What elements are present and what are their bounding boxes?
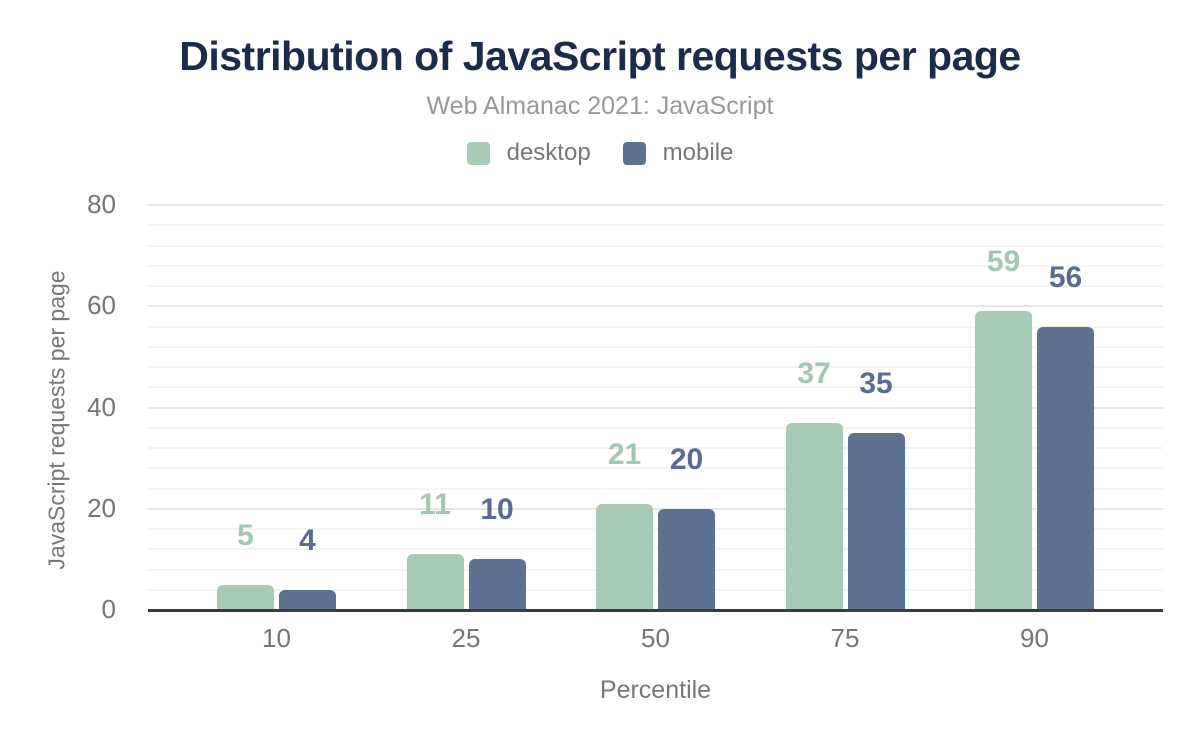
legend-label-mobile: mobile (662, 139, 734, 166)
bar-value-label: 37 (797, 356, 831, 390)
gridline-minor (148, 588, 1163, 591)
gridline-major (148, 406, 1163, 409)
legend-item-mobile: mobile (622, 139, 734, 167)
x-axis-line (148, 609, 1163, 612)
x-axis-title: Percentile (599, 676, 712, 704)
gridline-minor (148, 224, 1163, 227)
legend-swatch-desktop (466, 141, 490, 165)
legend-label-desktop: desktop (506, 139, 591, 166)
x-tick-label: 90 (1020, 623, 1049, 653)
gridline-minor (148, 467, 1163, 470)
gridline-major (148, 204, 1163, 206)
gridline-minor (148, 366, 1163, 368)
y-tick-label: 20 (87, 492, 116, 523)
bar-group-10: 5 4 10 (217, 205, 336, 653)
y-tick-label: 0 (101, 594, 116, 624)
bar-value-label: 11 (419, 488, 451, 522)
x-tick-label: 75 (830, 623, 860, 653)
bar-group-25: 11 10 25 (406, 205, 526, 653)
x-tick-label: 25 (451, 623, 481, 653)
x-tick-label: 10 (262, 623, 291, 653)
bar-value-label: 4 (299, 523, 316, 557)
gridline-minor (148, 487, 1163, 490)
gridline-minor (148, 447, 1163, 449)
bar-groups: 5 4 10 11 10 25 21 20 50 37 35 75 59 56 90 (148, 205, 1163, 653)
gridline-minor (148, 285, 1163, 287)
bar-group-75: 37 35 75 (785, 205, 905, 653)
bar-mobile-p50 (658, 508, 715, 610)
bar-desktop-p75 (785, 422, 843, 610)
bar-desktop-p90 (975, 311, 1032, 610)
bar-mobile-p10 (279, 589, 336, 610)
gridline-minor (148, 568, 1163, 571)
y-axis-labels: 0 20 40 60 80 (0, 191, 132, 622)
y-tick-label: 80 (87, 189, 116, 219)
bar-value-label: 20 (669, 442, 704, 476)
legend: desktop mobile (0, 139, 1200, 167)
gridline-minor (148, 264, 1163, 267)
bar-value-label: 21 (607, 437, 642, 471)
gridline-major (148, 305, 1163, 308)
legend-swatch-mobile (622, 141, 646, 165)
bar-mobile-p75 (847, 432, 905, 610)
bar-desktop-p50 (596, 503, 653, 610)
bar-desktop-p10 (217, 584, 274, 610)
gridline-major (148, 507, 1163, 510)
bar-mobile-p90 (1037, 326, 1094, 610)
bar-group-90: 59 56 90 (975, 205, 1094, 653)
bar-value-label: 10 (480, 493, 514, 527)
bar-value-label: 35 (859, 366, 893, 400)
x-tick-label: 50 (641, 623, 670, 653)
gridline-minor (148, 386, 1163, 389)
gridline-minor (148, 325, 1163, 328)
bar-value-label: 59 (986, 245, 1021, 279)
bar-mobile-p25 (468, 559, 526, 610)
gridline-minor (148, 244, 1163, 247)
gridline-minor (148, 345, 1163, 348)
y-tick-label: 40 (87, 391, 116, 422)
gridline-minor (148, 426, 1163, 429)
y-tick-label: 60 (87, 290, 116, 321)
bar-value-label: 56 (1048, 260, 1083, 294)
bar-value-label: 5 (237, 518, 254, 552)
legend-item-desktop: desktop (466, 139, 591, 167)
bar-desktop-p25 (406, 554, 464, 610)
chart-title: Distribution of JavaScript requests per … (179, 33, 1021, 79)
plot-area: 5 4 10 11 10 25 21 20 50 37 35 75 59 56 90 (148, 204, 1163, 653)
bar-group-50: 21 20 50 (596, 205, 715, 653)
chart-subtitle: Web Almanac 2021: JavaScript (426, 92, 774, 120)
gridline-minor (148, 528, 1163, 530)
gridline-minor (148, 548, 1163, 551)
